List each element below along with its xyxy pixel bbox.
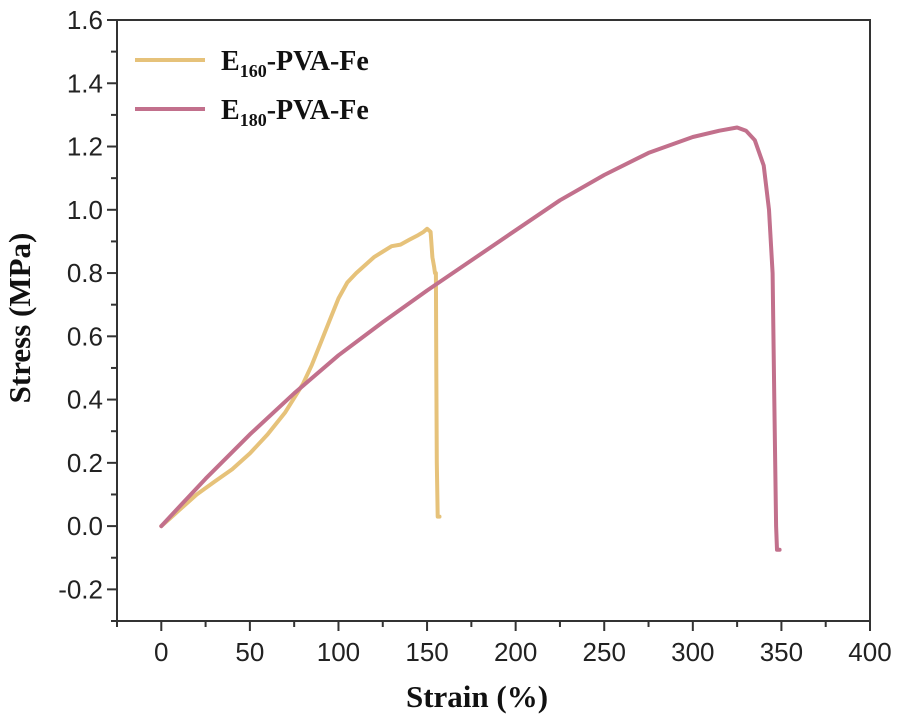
series-line-2 [159,125,782,552]
x-tick-label: 50 [235,637,264,667]
x-tick-label: 250 [583,637,626,667]
x-axis: 0 50 100 150 200 250 300 350 400 [116,621,892,667]
legend-label: E160-PVA-Fe [221,46,369,81]
x-tick-label: 400 [848,637,891,667]
y-tick-label: 0.2 [67,448,103,478]
x-tick-label: 200 [494,637,537,667]
y-axis: -0.2 0.0 0.2 0.4 0.6 0.8 1.0 1.2 1.4 1.6 [58,5,117,622]
x-tick-label: 0 [154,637,168,667]
y-tick-label: 0.8 [67,258,103,288]
y-tick-label: -0.2 [58,574,103,604]
series-line-1 [159,226,442,529]
y-tick-label: 1.0 [67,195,103,225]
x-tick-label: 100 [317,637,360,667]
y-tick-label: 0.0 [67,511,103,541]
y-tick-label: 0.6 [67,321,103,351]
legend: E160-PVA-Fe E180-PVA-Fe [135,46,369,130]
x-axis-title: Strain (%) [406,679,548,714]
y-axis-title: Stress (MPa) [2,233,37,404]
y-tick-label: 0.4 [67,385,103,415]
series-group [159,125,782,552]
plot-frame [116,19,871,622]
y-tick-label: 1.4 [67,68,103,98]
y-tick-label: 1.2 [67,132,103,162]
x-tick-label: 300 [671,637,714,667]
x-tick-label: 350 [760,637,803,667]
y-tick-label: 1.6 [67,5,103,35]
x-tick-label: 150 [405,637,448,667]
legend-label: E180-PVA-Fe [221,95,369,130]
